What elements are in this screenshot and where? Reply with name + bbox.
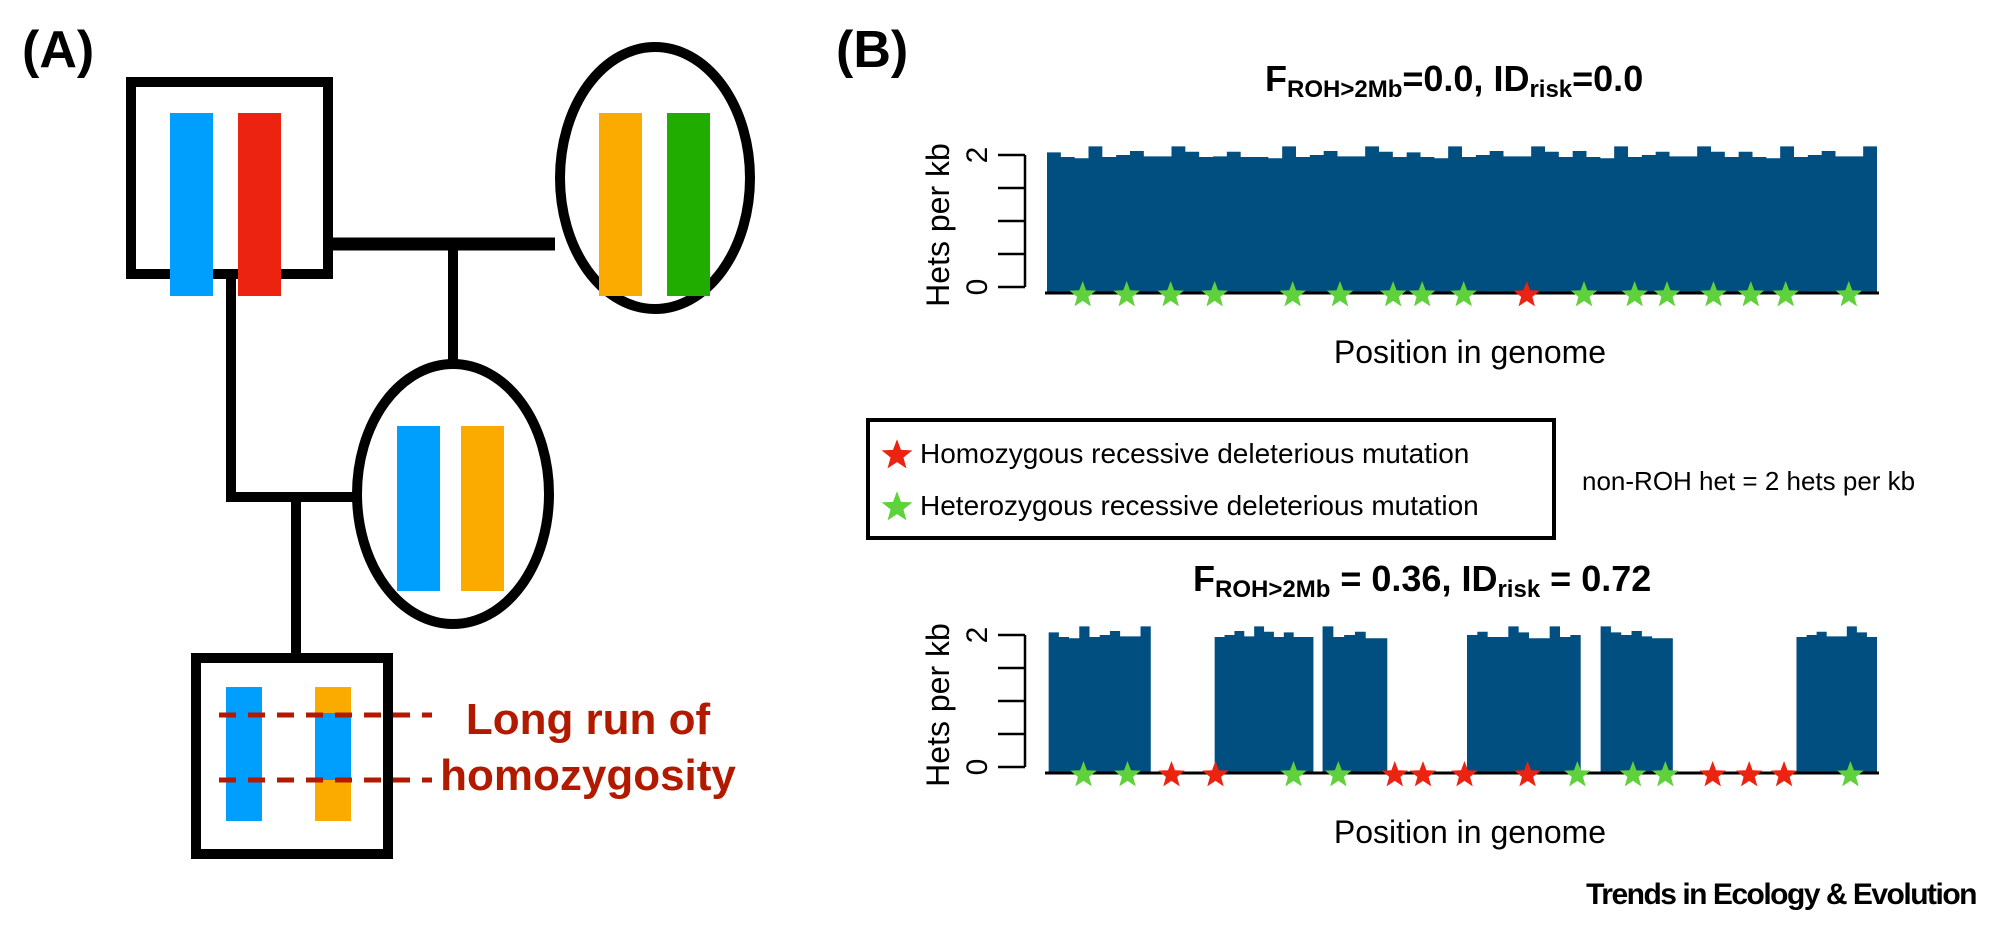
title-id-sub: risk xyxy=(1529,76,1573,103)
legend-item-heterozygous: Heterozygous recessive deleterious mutat… xyxy=(880,480,1552,532)
panel-a-label: (A) xyxy=(22,21,95,79)
y-tick-label: 0 xyxy=(961,279,994,296)
title-f-sub: ROH>2Mb xyxy=(1215,576,1331,603)
chromosome-bar xyxy=(226,687,262,821)
homozygous-mutation-star xyxy=(1513,281,1541,307)
homozygous-mutation-star xyxy=(1409,761,1437,787)
legend-label: Homozygous recessive deleterious mutatio… xyxy=(920,438,1470,469)
chromosome-bar xyxy=(238,113,281,296)
heterozygous-mutation-star xyxy=(1700,281,1727,307)
heterozygous-mutation-star xyxy=(1114,761,1141,787)
heterozygous-mutation-star xyxy=(1201,281,1228,307)
heterozygous-mutation-star xyxy=(1653,281,1681,307)
homozygous-mutation-star xyxy=(1381,761,1409,787)
roh-segment xyxy=(315,713,351,780)
heterozygous-mutation-star xyxy=(1564,761,1591,787)
heterozygous-mutation-star xyxy=(1113,281,1140,307)
chart-title-top: FROH>2Mb=0.0, IDrisk=0.0 xyxy=(1265,58,1643,104)
x-axis-label: Position in genome xyxy=(1334,814,1606,850)
legend: Homozygous recessive deleterious mutatio… xyxy=(866,418,1556,540)
heterozygous-mutation-star xyxy=(1772,281,1800,307)
daughter-circle xyxy=(352,359,554,629)
heterozygous-mutation-star xyxy=(1621,281,1648,307)
heterozygous-mutation-star xyxy=(1157,281,1184,307)
panel-b-label: (B) xyxy=(836,21,909,79)
chromosome-bar xyxy=(599,113,642,296)
heterozygous-mutation-star xyxy=(1326,281,1354,307)
homozygous-mutation-star xyxy=(1158,761,1185,787)
homozygous-mutation-star xyxy=(1699,761,1726,787)
star-icon xyxy=(881,439,913,469)
heterozygous-mutation-star xyxy=(1835,281,1863,307)
het-density-bar-segment xyxy=(1047,146,1877,293)
heterozygous-mutation-star xyxy=(1280,761,1307,787)
heterozygous-mutation-star xyxy=(1379,281,1407,307)
homozygous-mutation-star xyxy=(1514,761,1541,787)
het-density-bar-segment xyxy=(1322,626,1388,773)
heterozygous-mutation-star xyxy=(1737,281,1765,307)
x-axis-label: Position in genome xyxy=(1334,334,1606,370)
chart-title-bottom: FROH>2Mb = 0.36, IDrisk = 0.72 xyxy=(1193,558,1651,604)
father-square xyxy=(126,77,333,296)
star-icon xyxy=(881,491,913,521)
heterozygous-mutation-star xyxy=(1279,281,1306,307)
het-density-bar-segment xyxy=(1214,626,1314,773)
het-density-bar-segment xyxy=(1796,626,1877,773)
chromosome-bar xyxy=(397,426,440,591)
title-id-sub: risk xyxy=(1497,576,1541,603)
title-id-value: =0.0 xyxy=(1572,58,1644,99)
chromosome-bar xyxy=(667,113,710,296)
roh-boundary-lines xyxy=(219,712,432,783)
heterozygous-mutation-star xyxy=(1069,281,1096,307)
het-density-chart-inbred: 0 2 Hets per kb Position in genome xyxy=(920,623,1879,850)
y-axis-label: Hets per kb xyxy=(920,623,956,787)
y-tick-label: 2 xyxy=(961,147,994,164)
heterozygous-mutation-star xyxy=(1450,281,1477,307)
offspring-square xyxy=(191,653,393,859)
heterozygous-mutation-star xyxy=(1408,281,1436,307)
title-f: F xyxy=(1193,558,1215,599)
y-tick-label: 0 xyxy=(961,759,994,776)
journal-footer: Trends in Ecology & Evolution xyxy=(1586,878,1977,911)
legend-item-homozygous: Homozygous recessive deleterious mutatio… xyxy=(880,428,1552,480)
chromosome-bar xyxy=(461,426,504,591)
heterozygous-mutation-star xyxy=(1070,761,1097,787)
title-id: ID xyxy=(1493,58,1530,99)
pedigree-diagram xyxy=(126,42,755,859)
mother-circle xyxy=(555,42,755,314)
homozygous-mutation-star xyxy=(1451,761,1478,787)
homozygous-mutation-star xyxy=(1202,761,1229,787)
title-id-value: = 0.72 xyxy=(1540,558,1652,599)
non-roh-het-note: non-ROH het = 2 hets per kb xyxy=(1582,466,1916,496)
heterozygous-mutation-star xyxy=(1570,281,1598,307)
heterozygous-mutation-star xyxy=(1652,761,1679,787)
heterozygous-mutation-star xyxy=(1837,761,1864,787)
chromosome-bar xyxy=(170,113,213,296)
heterozygous-mutation-star xyxy=(1619,761,1647,787)
title-f-sub: ROH>2Mb xyxy=(1287,76,1403,103)
title-f-value: = 0.36, xyxy=(1330,558,1462,599)
roh-annotation-line: homozygosity xyxy=(440,751,736,800)
legend-label: Heterozygous recessive deleterious mutat… xyxy=(920,490,1479,521)
het-density-bar-segment xyxy=(1600,626,1673,773)
het-density-bar-segment xyxy=(1466,626,1581,773)
heterozygous-mutation-star xyxy=(1325,761,1352,787)
title-f: F xyxy=(1265,58,1287,99)
het-density-chart-outbred: 0 2 Hets per kb Position in genome xyxy=(920,143,1879,370)
title-id: ID xyxy=(1461,558,1498,599)
roh-annotation: Long run of homozygosity xyxy=(432,692,744,804)
homozygous-mutation-star xyxy=(1770,761,1798,787)
y-axis-label: Hets per kb xyxy=(920,143,956,307)
homozygous-mutation-star xyxy=(1735,761,1763,787)
y-tick-label: 2 xyxy=(961,627,994,644)
roh-annotation-line: Long run of xyxy=(465,695,711,744)
het-density-bar-segment xyxy=(1048,626,1151,773)
title-f-value: =0.0, xyxy=(1402,58,1494,99)
